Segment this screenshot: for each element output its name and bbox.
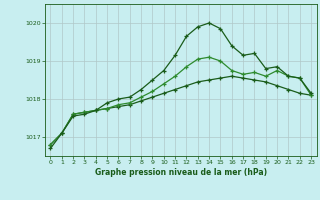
X-axis label: Graphe pression niveau de la mer (hPa): Graphe pression niveau de la mer (hPa) xyxy=(95,168,267,177)
